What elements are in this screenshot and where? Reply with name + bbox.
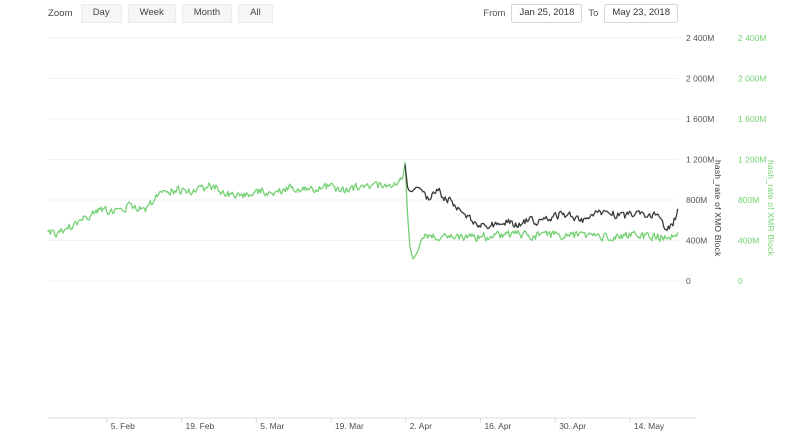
x-axis-tick-label: 19. Mar	[335, 421, 364, 431]
chart-gridlines	[48, 37, 678, 282]
left-axis-ticks-label: 1 600M	[686, 114, 714, 124]
zoom-button-all[interactable]: All	[238, 4, 273, 23]
to-label: To	[588, 7, 599, 19]
left-axis-ticks-label: 400M	[686, 236, 707, 246]
right-axis-ticks-label: 1 200M	[738, 155, 766, 165]
chart-toolbar: Zoom Day Week Month All From Jan 25, 201…	[0, 0, 800, 28]
x-axis-tick-label: 14. May	[634, 421, 665, 431]
zoom-button-day[interactable]: Day	[80, 4, 122, 23]
chart-series-layer	[47, 161, 679, 260]
date-range-group: From Jan 25, 2018 To May 23, 2018	[477, 4, 678, 23]
x-axis-tick-label: 5. Feb	[111, 421, 135, 431]
x-axis-tick-label: 5. Mar	[260, 421, 284, 431]
left-axis-ticks-label: 1 200M	[686, 155, 714, 165]
left-axis-title: hash_rate of XMO Block	[713, 160, 723, 257]
right-axis-ticks-label: 0	[738, 276, 743, 286]
zoom-range-group: Zoom Day Week Month All	[48, 4, 279, 23]
zoom-button-month[interactable]: Month	[181, 4, 233, 23]
x-axis: 5. Feb 19. Feb 5. Mar 19. Mar 2. Apr 16. Apr 3…	[48, 417, 696, 431]
right-axis-title: hash_rate of XMR Block	[766, 160, 776, 257]
series-line-xmo	[404, 164, 679, 232]
from-date-input[interactable]: Jan 25, 2018	[511, 4, 583, 23]
left-axis-ticks-label: 2 000M	[686, 74, 714, 84]
left-axis-ticks-label: 2 400M	[686, 33, 714, 43]
right-axis-tick-labels: 0 400M 800M 1 200M 1 600M 2 000M 2 400M	[738, 33, 766, 286]
x-axis-tick-label: 16. Apr	[484, 421, 511, 431]
x-axis-tick-label: 19. Feb	[185, 421, 214, 431]
right-axis-ticks-label: 1 600M	[738, 114, 766, 124]
zoom-label: Zoom	[48, 7, 73, 19]
series-line-xmr	[47, 161, 679, 260]
from-label: From	[483, 7, 506, 19]
x-axis-tick-label: 2. Apr	[410, 421, 432, 431]
left-axis-ticks-label: 0	[686, 276, 691, 286]
left-axis-ticks-label: 800M	[686, 195, 707, 205]
to-date-input[interactable]: May 23, 2018	[604, 4, 678, 23]
x-axis-tick-label: 30. Apr	[559, 421, 586, 431]
right-axis-ticks-label: 800M	[738, 195, 759, 205]
right-axis-ticks-label: 2 400M	[738, 33, 766, 43]
left-axis-tick-labels: 0 400M 800M 1 200M 1 600M 2 000M 2 400M	[686, 33, 714, 286]
right-axis-ticks-label: 2 000M	[738, 74, 766, 84]
right-axis-ticks-label: 400M	[738, 236, 759, 246]
zoom-button-week[interactable]: Week	[127, 4, 176, 23]
